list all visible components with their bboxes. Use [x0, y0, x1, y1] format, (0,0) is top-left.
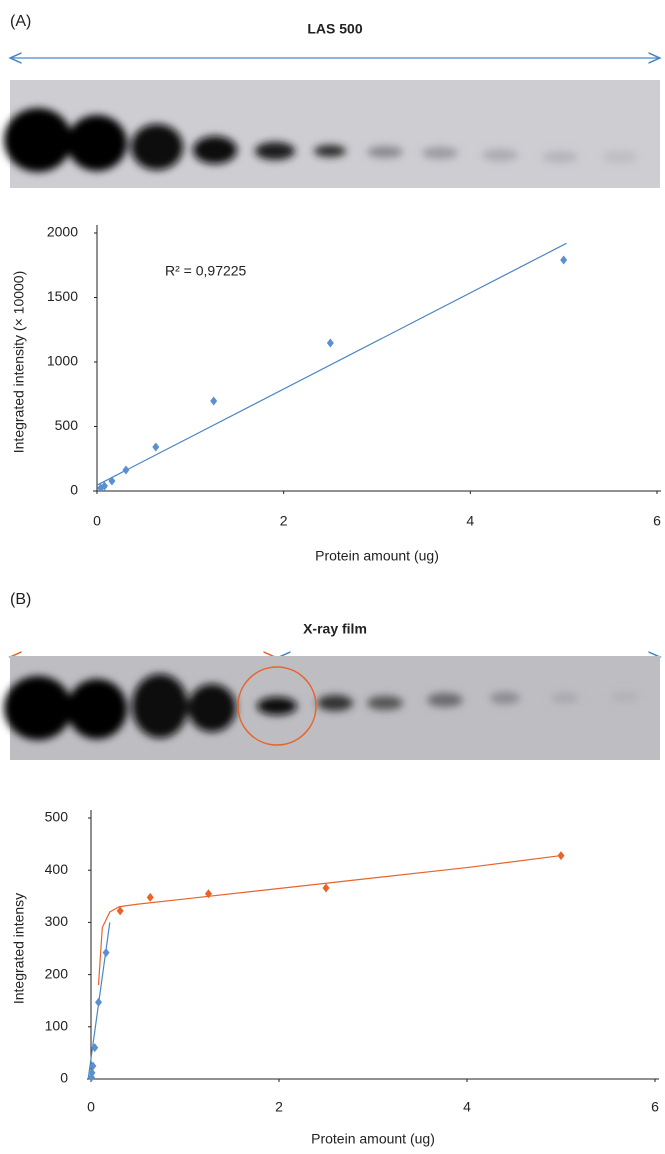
data-point	[95, 997, 103, 1007]
y-tick-label: 100	[45, 1018, 69, 1034]
data-point	[210, 396, 218, 406]
y-tick-label: 500	[45, 809, 69, 825]
y-axis-title: Integrated intensy	[11, 893, 27, 1004]
y-tick-label: 500	[55, 417, 79, 433]
y-tick-label: 2000	[47, 224, 78, 240]
data-point	[91, 1043, 99, 1053]
x-axis-title: Protein amount (ug)	[315, 548, 439, 564]
x-tick-label: 6	[651, 1099, 659, 1115]
blot-image	[4, 80, 660, 188]
y-tick-label: 0	[70, 482, 78, 498]
y-tick-label: 300	[45, 913, 69, 929]
data-point	[326, 338, 334, 348]
x-axis-title: Protein amount (ug)	[311, 1131, 435, 1147]
fit-line	[96, 242, 567, 486]
data-point	[102, 948, 110, 958]
x-tick-label: 2	[275, 1099, 283, 1115]
x-tick-label: 2	[280, 513, 288, 529]
data-point	[560, 255, 568, 265]
y-tick-label: 200	[45, 965, 69, 981]
y-tick-label: 1500	[47, 288, 78, 304]
x-tick-label: 6	[653, 513, 661, 529]
data-point	[88, 1068, 96, 1078]
data-point	[152, 442, 160, 452]
panel-heading: LAS 500	[307, 21, 362, 37]
x-tick-label: 0	[93, 513, 101, 529]
data-point	[108, 476, 116, 486]
data-point	[205, 889, 212, 899]
data-point	[116, 906, 124, 916]
panel-label: (A)	[10, 13, 31, 30]
data-point	[557, 851, 565, 861]
data-point	[89, 1061, 97, 1071]
x-tick-label: 0	[87, 1099, 95, 1115]
data-point	[100, 481, 108, 491]
x-tick-label: 4	[466, 513, 474, 529]
y-tick-label: 1000	[47, 353, 78, 369]
panel-label: (B)	[10, 591, 31, 608]
data-point	[146, 892, 154, 902]
panel-heading: X-ray film	[303, 621, 367, 637]
data-point	[322, 883, 330, 893]
y-tick-label: 400	[45, 861, 69, 877]
annotation: R² = 0,97225	[165, 263, 247, 279]
fit-line	[97, 854, 562, 986]
y-tick-label: 0	[60, 1070, 68, 1086]
x-tick-label: 4	[463, 1099, 471, 1115]
data-point	[122, 465, 130, 475]
blot-image	[4, 656, 660, 760]
y-axis-title: Integrated intensity (× 10000)	[11, 271, 27, 454]
